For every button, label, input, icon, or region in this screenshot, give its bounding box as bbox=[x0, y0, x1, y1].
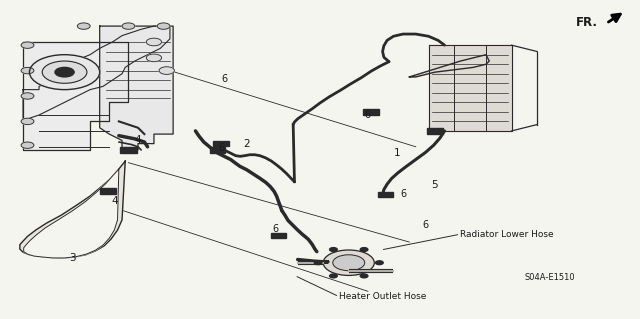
Polygon shape bbox=[410, 55, 489, 77]
Bar bbox=[210, 147, 225, 152]
Text: 6: 6 bbox=[219, 143, 225, 153]
Bar bbox=[213, 141, 228, 146]
Circle shape bbox=[21, 118, 34, 124]
Circle shape bbox=[147, 38, 162, 46]
Circle shape bbox=[122, 23, 135, 29]
Polygon shape bbox=[23, 42, 129, 150]
Polygon shape bbox=[24, 169, 119, 258]
Text: S04A-E1510: S04A-E1510 bbox=[524, 272, 575, 281]
Text: 6: 6 bbox=[272, 224, 278, 234]
Circle shape bbox=[333, 255, 365, 271]
Polygon shape bbox=[429, 45, 511, 131]
Circle shape bbox=[330, 248, 337, 251]
Text: Radiator Lower Hose: Radiator Lower Hose bbox=[461, 230, 554, 239]
Text: 4: 4 bbox=[134, 136, 141, 145]
Circle shape bbox=[330, 274, 337, 278]
Text: 2: 2 bbox=[243, 139, 250, 149]
Circle shape bbox=[21, 42, 34, 48]
Polygon shape bbox=[20, 161, 125, 258]
Text: 5: 5 bbox=[431, 180, 438, 190]
Text: FR.: FR. bbox=[575, 16, 598, 29]
Text: 6: 6 bbox=[400, 189, 406, 199]
Circle shape bbox=[159, 67, 174, 74]
Text: Heater Outlet Hose: Heater Outlet Hose bbox=[339, 292, 426, 301]
Bar bbox=[378, 192, 394, 197]
Bar bbox=[271, 233, 286, 238]
Polygon shape bbox=[23, 26, 170, 122]
Text: 3: 3 bbox=[69, 253, 76, 263]
Circle shape bbox=[147, 54, 162, 62]
Circle shape bbox=[21, 93, 34, 99]
Circle shape bbox=[360, 274, 368, 278]
Text: 1: 1 bbox=[394, 148, 400, 158]
Circle shape bbox=[323, 250, 374, 275]
Text: 6: 6 bbox=[221, 73, 227, 84]
Bar bbox=[364, 109, 379, 115]
Circle shape bbox=[314, 261, 322, 265]
Circle shape bbox=[77, 23, 90, 29]
Text: 6: 6 bbox=[364, 110, 371, 120]
Bar bbox=[120, 147, 137, 153]
Circle shape bbox=[21, 67, 34, 74]
Circle shape bbox=[376, 261, 383, 265]
Text: 4: 4 bbox=[111, 196, 118, 206]
Bar bbox=[100, 189, 116, 194]
Circle shape bbox=[157, 23, 170, 29]
Circle shape bbox=[42, 61, 87, 83]
Bar bbox=[428, 128, 443, 134]
Circle shape bbox=[55, 67, 74, 77]
Circle shape bbox=[21, 142, 34, 148]
Polygon shape bbox=[100, 26, 173, 150]
Circle shape bbox=[29, 55, 100, 90]
Text: 6: 6 bbox=[422, 219, 428, 230]
Circle shape bbox=[360, 248, 368, 251]
